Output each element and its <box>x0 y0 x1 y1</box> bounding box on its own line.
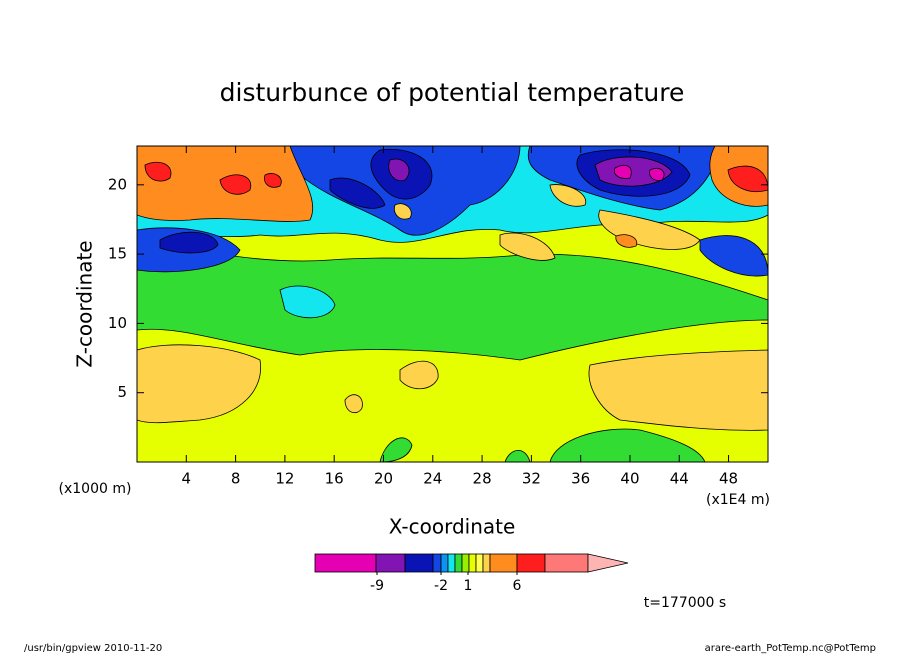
field-region <box>344 394 363 414</box>
x-tick-label: 40 <box>620 470 639 488</box>
colorbar-segment <box>516 553 546 573</box>
colorbar-segment <box>475 553 484 573</box>
colorbar-tick-label: -9 <box>370 578 384 594</box>
colorbar-segment <box>482 553 491 573</box>
x-scale-label: (x1E4 m) <box>706 492 770 508</box>
field-region <box>388 158 410 182</box>
x-tick-label: 16 <box>325 470 344 488</box>
field-region <box>615 234 638 248</box>
y-tick-label: 10 <box>108 314 127 332</box>
colorbar: -9 -2 1 6 <box>314 553 629 594</box>
x-tick-label: 12 <box>275 470 294 488</box>
field-region <box>613 164 665 181</box>
colorbar-segment <box>447 553 456 573</box>
colorbar-segment <box>375 553 406 573</box>
plot-frame <box>136 145 769 463</box>
x-tick-label: 20 <box>374 470 393 488</box>
y-tick-label: 5 <box>117 383 127 401</box>
x-axis-label: X-coordinate <box>389 515 516 539</box>
field-region <box>144 161 282 195</box>
x-tick-label: 8 <box>231 470 241 488</box>
colorbar-extension <box>587 553 629 573</box>
field-region <box>137 239 768 361</box>
x-tick-label: 28 <box>473 470 492 488</box>
x-unit-label: (x1000 m) <box>59 481 132 497</box>
field-region <box>159 231 219 254</box>
x-tick-label: 44 <box>670 470 689 488</box>
colorbar-segment <box>489 553 518 573</box>
colorbar-tick-label: 1 <box>464 578 473 594</box>
colorbar-segment <box>468 553 477 573</box>
chart-title: disturbunce of potential temperature <box>220 78 685 107</box>
colorbar-segment <box>404 553 434 573</box>
y-axis-label: Z-coordinate <box>73 240 97 367</box>
footer-right: arare-earth_PotTemp.nc@PotTemp <box>705 643 876 654</box>
field-region <box>399 360 439 390</box>
colorbar-segment <box>454 553 463 573</box>
colorbar-tick-label: 6 <box>513 578 522 594</box>
x-tick-label: 32 <box>522 470 541 488</box>
field-region <box>379 428 706 462</box>
x-tick-label: 24 <box>423 470 442 488</box>
colorbar-segment <box>440 553 449 573</box>
x-tick-label: 48 <box>719 470 738 488</box>
y-tick-label: 15 <box>108 245 127 263</box>
field-region <box>137 344 262 424</box>
time-label: t=177000 s <box>644 595 726 611</box>
field-region <box>393 184 701 261</box>
field-region <box>279 285 336 319</box>
field-region <box>588 349 768 431</box>
footer-left: /usr/bin/gpview 2010-11-20 <box>24 643 162 654</box>
x-tick-label: 4 <box>182 470 192 488</box>
colorbar-segment <box>314 553 377 573</box>
contour-field <box>137 146 768 462</box>
colorbar-segment <box>461 553 470 573</box>
colorbar-segment <box>432 553 442 573</box>
x-tick-label: 36 <box>571 470 590 488</box>
y-tick-label: 20 <box>108 175 127 193</box>
colorbar-tick-label: -2 <box>434 578 448 594</box>
colorbar-segment <box>544 553 589 573</box>
